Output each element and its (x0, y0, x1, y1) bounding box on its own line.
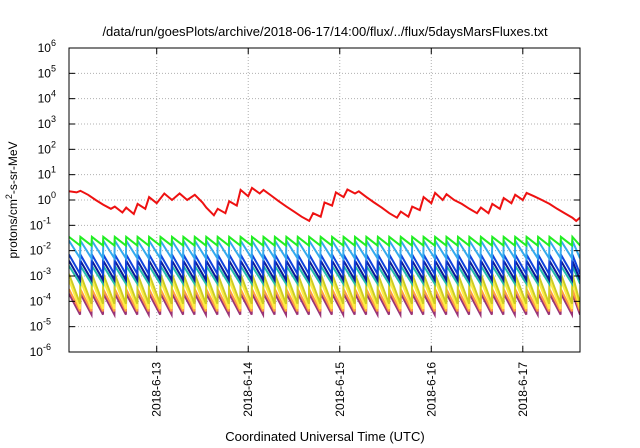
y-tick-label: 105 (38, 63, 56, 80)
x-tick-label: 2018-6-16 (424, 362, 438, 417)
series-line-7 (69, 279, 580, 310)
series-line-5 (69, 262, 580, 287)
y-tick-label: 100 (38, 190, 56, 207)
series-layer (69, 186, 580, 319)
y-tick-label: 10-4 (30, 291, 51, 308)
series-line-9 (69, 289, 580, 319)
y-axis: 10-6 10-5 10-4 10-3 10-2 10-1 100 101 102 103 104 1… (30, 38, 580, 359)
y-axis-label-pre: protons/cm (6, 199, 20, 258)
y-axis-label-sup: 2 (4, 194, 14, 199)
series-line-1 (69, 234, 580, 248)
y-axis-label: protons/cm2-s-sr-MeV (4, 141, 20, 258)
y-tick-label: 10-2 (30, 241, 51, 258)
y-tick-label: 10-5 (30, 317, 51, 334)
y-tick-label: 104 (38, 89, 56, 106)
series-line-6 (69, 273, 580, 305)
x-axis-label: Coordinated Universal Time (UTC) (225, 429, 424, 444)
x-tick-label: 2018-6-17 (516, 362, 530, 417)
x-tick-label: 2018-6-14 (241, 362, 255, 417)
y-tick-label: 10-6 (30, 342, 51, 359)
y-tick-label: 103 (38, 114, 56, 131)
x-axis: 2018-6-13 2018-6-14 2018-6-15 2018-6-16 2018… (150, 48, 530, 417)
y-tick-label: 106 (38, 38, 56, 55)
series-line-0 (69, 186, 580, 223)
x-tick-label: 2018-6-13 (150, 362, 164, 417)
y-tick-label: 10-1 (30, 215, 51, 232)
series-line-4 (69, 257, 580, 284)
series-line-2 (69, 237, 580, 262)
y-tick-label: 10-3 (30, 266, 51, 283)
y-axis-label-post: -s-sr-MeV (6, 141, 20, 194)
x-tick-label: 2018-6-15 (333, 362, 347, 417)
chart-title: /data/run/goesPlots/archive/2018-06-17/1… (102, 24, 548, 39)
series-line-8 (69, 288, 580, 312)
y-tick-label: 102 (38, 139, 56, 156)
series-line-3 (69, 250, 580, 278)
y-tick-label: 101 (38, 165, 56, 182)
